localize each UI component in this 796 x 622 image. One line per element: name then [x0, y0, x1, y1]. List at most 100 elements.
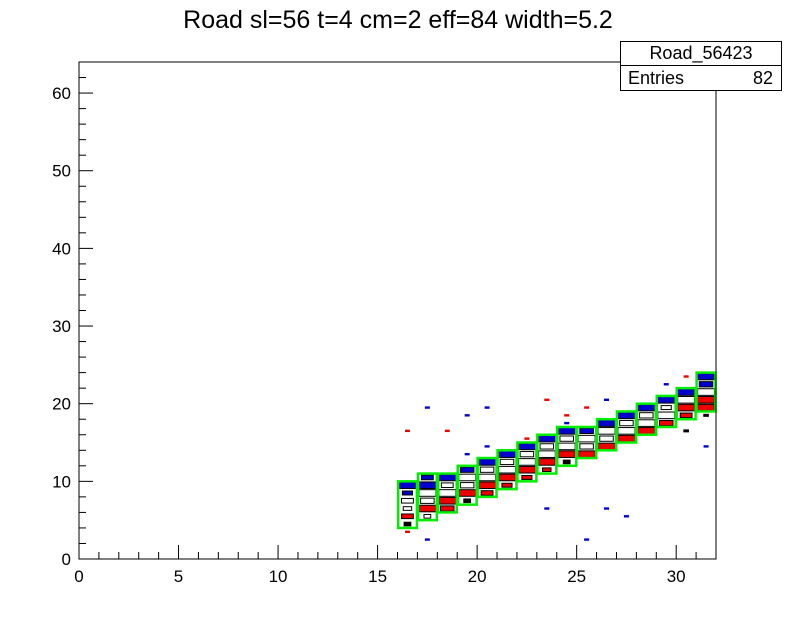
- data-cell: [420, 497, 435, 504]
- outlier-cell: [604, 507, 610, 510]
- data-cell: [559, 435, 574, 442]
- data-cell: [478, 458, 497, 466]
- data-cell: [658, 419, 674, 427]
- data-cell: [597, 419, 616, 427]
- outlier-cell: [424, 406, 430, 409]
- outlier-cell: [703, 413, 709, 417]
- data-cell: [562, 459, 571, 465]
- data-cell: [519, 451, 535, 458]
- data-cell: [677, 396, 696, 404]
- outlier-cell: [623, 515, 629, 518]
- data-cell: [577, 450, 596, 458]
- outlier-cell: [544, 398, 550, 402]
- data-cell: [637, 403, 656, 412]
- data-cell: [498, 473, 516, 482]
- data-cell: [458, 473, 477, 482]
- outlier-cell: [424, 538, 430, 541]
- data-cell: [697, 396, 716, 404]
- outlier-cell: [604, 398, 610, 402]
- data-cell: [677, 403, 696, 412]
- x-tick-label: 30: [667, 567, 686, 586]
- outlier-cell: [484, 406, 490, 409]
- data-cell: [463, 498, 472, 504]
- outlier-cell: [404, 429, 410, 433]
- data-cell: [619, 419, 634, 427]
- data-cell: [423, 513, 432, 519]
- data-cell: [459, 466, 475, 473]
- data-cell: [679, 412, 693, 419]
- data-cell: [459, 482, 475, 489]
- outlier-cell: [444, 429, 450, 433]
- outlier-cell: [663, 383, 669, 386]
- data-cell: [617, 411, 636, 420]
- road-column: [416, 472, 439, 522]
- data-cell: [698, 381, 714, 388]
- data-cell: [498, 450, 516, 458]
- data-cell: [697, 388, 716, 396]
- y-tick-label: 50: [52, 162, 71, 181]
- x-tick-label: 15: [368, 567, 387, 586]
- outlier-cell: [464, 414, 470, 417]
- data-cell: [479, 466, 495, 473]
- axes-layer: 0 5 10 15 20 25 30 0 10 20 30 40 50 60: [52, 61, 717, 586]
- data-cell: [537, 434, 556, 443]
- data-cell: [438, 489, 457, 497]
- data-cell: [418, 504, 437, 513]
- data-cell: [537, 450, 556, 458]
- data-cell: [597, 442, 616, 451]
- data-cell: [458, 489, 477, 497]
- data-cell: [398, 481, 417, 490]
- data-cell: [420, 474, 434, 481]
- x-tick-label: 10: [269, 567, 288, 586]
- data-cell: [542, 467, 552, 473]
- y-tick-label: 60: [52, 84, 71, 103]
- data-cell: [517, 458, 536, 466]
- data-cell: [637, 427, 656, 435]
- data-cell: [657, 411, 676, 420]
- data-cell: [579, 427, 594, 435]
- data-cell: [617, 427, 636, 435]
- chart-title: Road sl=56 t=4 cm=2 eff=84 width=5.2: [183, 6, 613, 34]
- outlier-cell: [584, 406, 590, 409]
- outlier-cell: [683, 429, 689, 433]
- data-cell: [539, 443, 555, 450]
- data-cell: [517, 442, 536, 451]
- data-cell: [418, 489, 437, 497]
- outlier-cell: [703, 445, 709, 448]
- data-cell: [438, 473, 457, 482]
- data-cell: [617, 434, 636, 443]
- x-tick-label: 25: [567, 567, 586, 586]
- outlier-cell: [524, 437, 530, 440]
- data-cell: [521, 474, 533, 480]
- y-tick-label: 10: [52, 472, 71, 491]
- data-cell: [501, 482, 513, 488]
- outlier-cell: [484, 445, 490, 448]
- data-cell: [599, 435, 614, 442]
- y-tick-label: 40: [52, 239, 71, 258]
- x-tick-label: 5: [174, 567, 183, 586]
- data-cell: [577, 434, 596, 443]
- outlier-cell: [404, 530, 410, 534]
- data-cell: [401, 490, 414, 496]
- road-band-layer: [396, 371, 717, 530]
- data-cell: [639, 412, 654, 419]
- data-cell: [557, 450, 576, 458]
- outlier-cell: [544, 507, 550, 510]
- data-cell: [557, 427, 576, 435]
- data-cell: [557, 442, 576, 451]
- outlier-cell: [564, 421, 570, 425]
- data-cell: [498, 465, 516, 474]
- data-cell: [478, 473, 497, 482]
- data-cell: [499, 458, 515, 466]
- outlier-cell: [564, 414, 570, 417]
- data-cell: [439, 505, 455, 512]
- data-cell: [402, 506, 413, 511]
- data-cell: [478, 481, 497, 490]
- data-cell: [403, 521, 412, 527]
- stats-histogram-name: Road_56423: [621, 42, 781, 66]
- data-cell: [401, 497, 414, 504]
- data-cell: [579, 443, 594, 450]
- outlier-cell: [584, 538, 590, 541]
- stats-entries-value: 82: [752, 68, 773, 88]
